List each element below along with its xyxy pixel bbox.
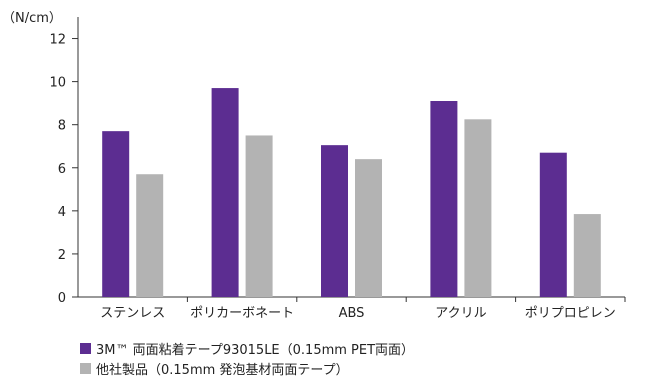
legend-label-3m: 3M™ 両面粘着テープ93015LE（0.15mm PET両面） [96,342,415,358]
y-tick-label: 12 [49,33,66,48]
y-tick-label: 8 [58,119,66,134]
bar-3m [211,88,239,297]
bar-3m [430,101,458,297]
legend-item-3m: 3M™ 両面粘着テープ93015LE（0.15mm PET両面） [80,338,414,358]
legend-swatch-competitor [80,362,91,374]
x-tick-label: ポリプロピレン [525,306,616,321]
bar-competitor [136,174,164,297]
y-tick-label: 6 [58,162,66,177]
x-tick-label: ステンレス [100,306,165,321]
bar-3m [102,131,130,297]
bars [102,88,601,297]
y-ticks: 0 2 4 6 8 10 12 [49,33,78,306]
bar-3m [539,152,567,297]
bar-competitor [464,119,492,297]
axes [77,17,625,298]
bar-competitor [573,214,601,297]
x-tick-labels: ステンレス ポリカーボネート ABS アクリル ポリプロピレン [100,297,626,321]
y-tick-label: 2 [58,248,66,263]
y-tick-label: 0 [58,291,66,306]
x-tick-label: アクリル [435,306,486,321]
bar-competitor [245,135,273,297]
legend-label-competitor: 他社製品（0.15mm 発泡基材両面テープ） [96,362,349,378]
y-tick-label: 4 [58,205,66,220]
x-tick-label: ABS [339,306,365,321]
legend: 3M™ 両面粘着テープ93015LE（0.15mm PET両面） 他社製品（0.… [80,338,414,378]
y-unit-label: （N/cm） [2,11,62,26]
y-tick-label: 10 [49,76,66,91]
bar-3m [321,145,348,297]
legend-item-competitor: 他社製品（0.15mm 発泡基材両面テープ） [80,358,414,378]
x-tick-label: ポリカーボネート [190,306,294,321]
bar-chart: （N/cm） 0 2 4 6 8 10 12 ステンレス ポリカーボネート ABS アクリル ポリプ… [2,11,626,321]
bar-competitor [355,159,382,297]
legend-swatch-3m [80,342,91,354]
